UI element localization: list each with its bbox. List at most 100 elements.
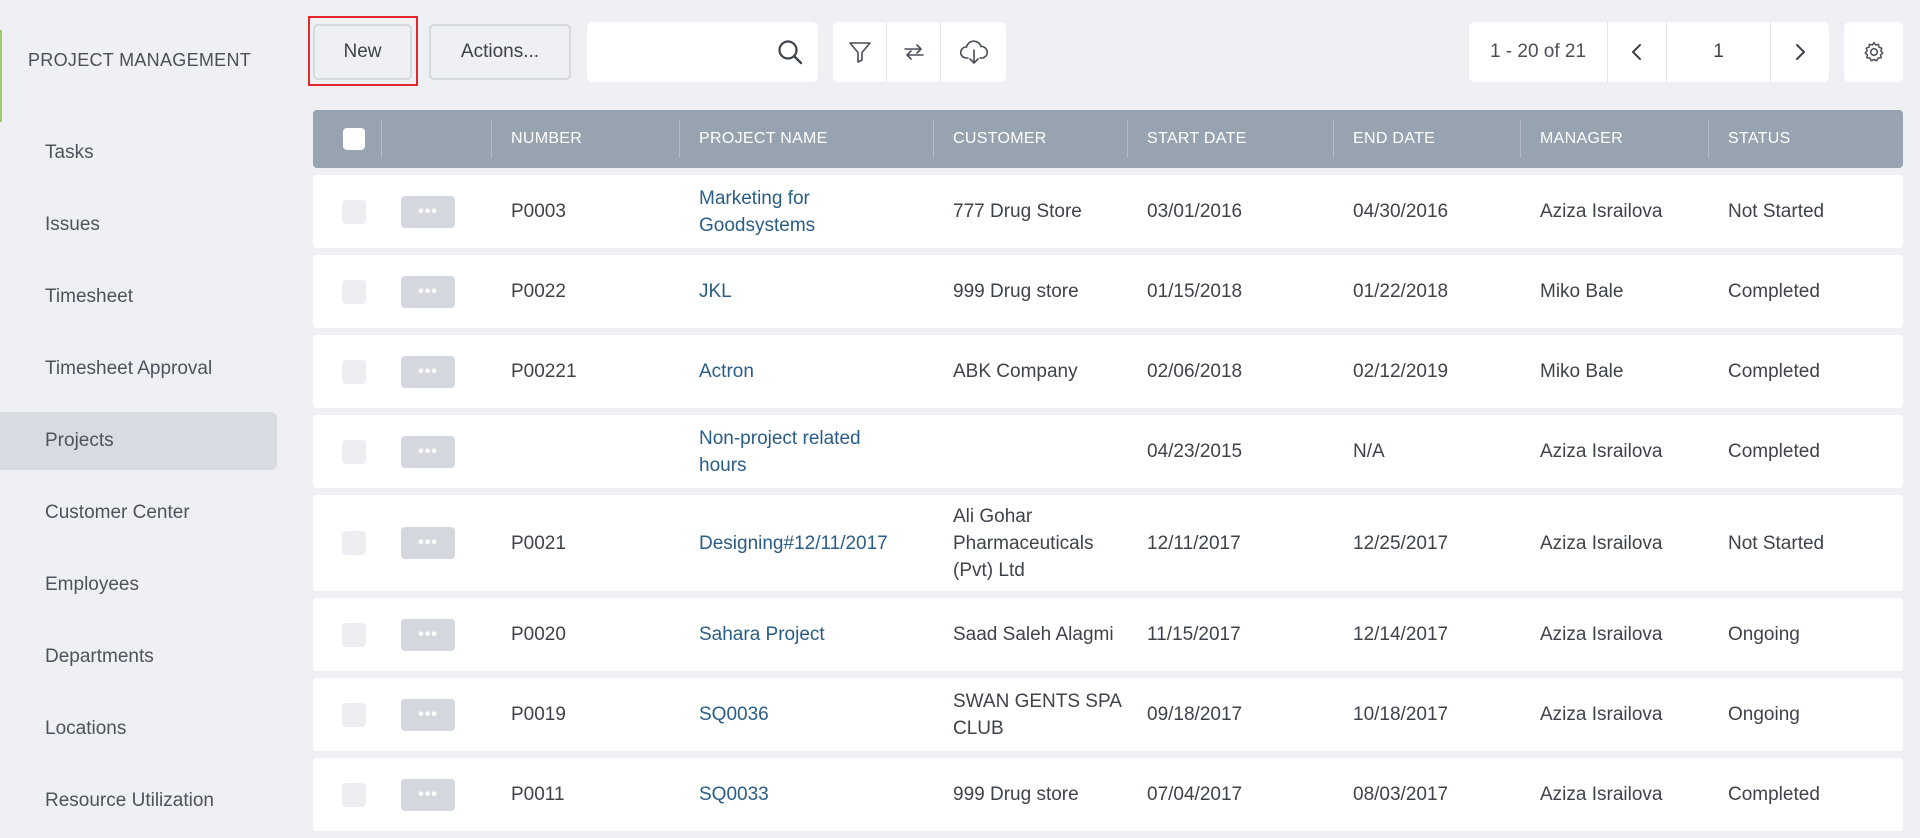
sidebar-item-locations[interactable]: Locations (45, 718, 127, 739)
search-icon[interactable] (776, 38, 804, 66)
column-header-start-date[interactable]: START DATE (1147, 130, 1247, 147)
row-menu-button[interactable]: ••• (401, 619, 455, 651)
table-row[interactable]: ••• P00221 Actron ABK Company 02/06/2018 02/1… (313, 335, 1903, 408)
row-menu-button[interactable]: ••• (401, 356, 455, 388)
header-divider (381, 120, 382, 158)
sidebar-item-tasks[interactable]: Tasks (45, 142, 94, 163)
header-divider (679, 120, 680, 158)
download-button[interactable] (941, 22, 1006, 82)
cell-end-date: 04/30/2016 (1353, 201, 1449, 222)
row-checkbox[interactable] (342, 360, 366, 384)
row-checkbox[interactable] (342, 531, 366, 555)
cell-number: P0022 (511, 281, 566, 302)
sidebar-item-projects[interactable]: Projects (0, 412, 277, 470)
table-row[interactable]: ••• P0020 Sahara Project Saad Saleh Alagmi 1… (313, 598, 1903, 671)
filter-icon (848, 42, 871, 63)
cell-project-name[interactable]: Non-project related hours (699, 427, 861, 476)
cell-manager: Aziza Israilova (1540, 624, 1663, 645)
cell-number: P0011 (511, 784, 565, 805)
row-checkbox[interactable] (342, 703, 366, 727)
cell-manager: Miko Bale (1540, 361, 1624, 382)
row-menu-button[interactable]: ••• (401, 699, 455, 731)
cell-number (511, 415, 671, 488)
cell-number: P00221 (511, 361, 577, 382)
table-row[interactable]: ••• P0003 Marketing for Goodsystems 777 Dru… (313, 175, 1903, 248)
next-page-button[interactable] (1771, 22, 1829, 82)
cell-end-date: 10/18/2017 (1353, 704, 1449, 725)
cell-start-date: 03/01/2016 (1147, 201, 1243, 222)
cell-customer: SWAN GENTS SPA CLUB (953, 690, 1121, 739)
toolbar-tools (833, 22, 1006, 82)
cell-number: P0020 (511, 624, 566, 645)
header-divider (933, 120, 934, 158)
sidebar-item-employees[interactable]: Employees (45, 574, 139, 595)
row-checkbox[interactable] (342, 200, 366, 224)
column-header-customer[interactable]: CUSTOMER (953, 130, 1047, 147)
cell-end-date: 02/12/2019 (1353, 361, 1449, 382)
sidebar-item-customer-center[interactable]: Customer Center (45, 502, 190, 523)
cell-project-name[interactable]: Actron (699, 361, 754, 382)
column-header-number[interactable]: NUMBER (511, 130, 583, 147)
cell-project-name[interactable]: SQ0036 (699, 704, 769, 725)
row-checkbox[interactable] (342, 440, 366, 464)
cell-end-date: 12/14/2017 (1353, 624, 1449, 645)
header-divider (1708, 120, 1709, 158)
sidebar-item-issues[interactable]: Issues (45, 214, 100, 235)
column-header-status[interactable]: STATUS (1728, 130, 1791, 147)
cell-project-name[interactable]: JKL (699, 281, 732, 302)
filter-button[interactable] (833, 22, 887, 82)
select-all-checkbox[interactable] (343, 128, 365, 150)
column-header-end-date[interactable]: END DATE (1353, 130, 1436, 147)
sidebar-title: PROJECT MANAGEMENT (28, 50, 252, 70)
sidebar-item-departments[interactable]: Departments (45, 646, 154, 667)
row-menu-button[interactable]: ••• (401, 527, 455, 559)
gear-icon (1863, 41, 1884, 62)
row-checkbox[interactable] (342, 280, 366, 304)
row-menu-button[interactable]: ••• (401, 436, 455, 468)
settings-button[interactable] (1844, 22, 1903, 82)
refresh-icon (903, 44, 924, 60)
row-menu-button[interactable]: ••• (401, 779, 455, 811)
cell-status: Completed (1728, 784, 1820, 805)
cell-number: P0021 (511, 532, 566, 554)
cell-status: Not Started (1728, 532, 1825, 554)
cell-project-name[interactable]: Sahara Project (699, 624, 825, 645)
cell-customer: Saad Saleh Alagmi (953, 624, 1114, 645)
cell-manager: Aziza Israilova (1540, 704, 1663, 725)
page-number-input[interactable]: 1 (1667, 22, 1771, 82)
sidebar-item-resource-utilization[interactable]: Resource Utilization (45, 790, 214, 811)
cell-status: Not Started (1728, 201, 1825, 222)
sidebar-item-timesheet[interactable]: Timesheet (45, 286, 133, 307)
cell-end-date: N/A (1353, 441, 1385, 462)
table-row[interactable]: ••• P0019 SQ0036 SWAN GENTS SPA CLUB 09/18/2… (313, 678, 1903, 751)
new-button[interactable]: New (313, 24, 412, 80)
table-row[interactable]: ••• Non-project related hours 04/23/2015 N/… (313, 415, 1903, 488)
cell-end-date: 12/25/2017 (1353, 532, 1449, 554)
refresh-button[interactable] (887, 22, 941, 82)
table-header: NUMBER PROJECT NAME CUSTOMER START DATE … (313, 110, 1903, 168)
cell-project-name[interactable]: Designing#12/11/2017 (699, 532, 888, 554)
header-divider (1127, 120, 1128, 158)
column-header-manager[interactable]: MANAGER (1540, 130, 1623, 147)
column-header-project-name[interactable]: PROJECT NAME (699, 130, 828, 147)
chevron-right-icon (1796, 44, 1805, 60)
cell-customer: 999 Drug store (953, 281, 1079, 302)
sidebar-item-timesheet-approval[interactable]: Timesheet Approval (45, 358, 213, 379)
table-row[interactable]: ••• P0011 SQ0033 999 Drug store 07/04/2017 08… (313, 758, 1903, 831)
search-input[interactable] (599, 32, 763, 74)
row-checkbox[interactable] (342, 623, 366, 647)
actions-button[interactable]: Actions... (429, 24, 571, 80)
cell-manager: Aziza Israilova (1540, 201, 1663, 222)
row-menu-button[interactable]: ••• (401, 196, 455, 228)
cell-start-date: 12/11/2017 (1147, 532, 1241, 554)
cell-project-name[interactable]: SQ0033 (699, 784, 769, 805)
prev-page-button[interactable] (1608, 22, 1667, 82)
cell-customer (953, 415, 1123, 488)
row-menu-button[interactable]: ••• (401, 276, 455, 308)
table-row[interactable]: ••• P0022 JKL 999 Drug store 01/15/2018 01/22… (313, 255, 1903, 328)
table-row[interactable]: ••• P0021 Designing#12/11/2017 Ali Gohar Ph… (313, 495, 1903, 591)
cell-start-date: 02/06/2018 (1147, 361, 1243, 382)
cell-project-name[interactable]: Marketing for Goodsystems (699, 187, 816, 236)
row-checkbox[interactable] (342, 783, 366, 807)
cell-manager: Miko Bale (1540, 281, 1624, 302)
